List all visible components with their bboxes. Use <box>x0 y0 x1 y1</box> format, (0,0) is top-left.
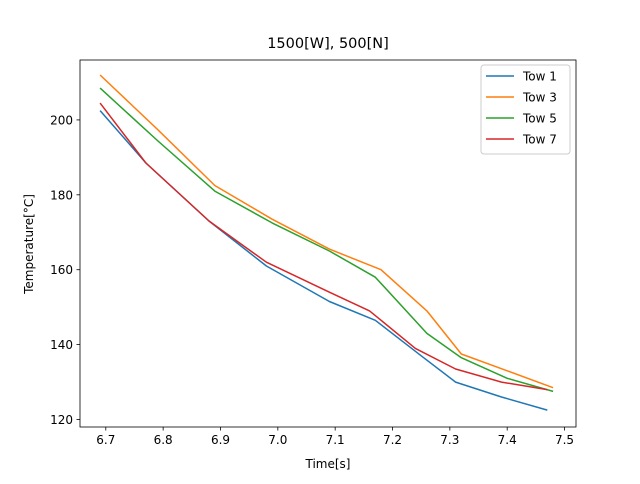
plot-area <box>99 74 554 411</box>
chart-title: 1500[W], 500[N] <box>267 36 389 52</box>
y-tick-label: 160 <box>50 263 73 277</box>
legend-label: Tow 1 <box>522 70 557 84</box>
series-line-4 <box>99 102 548 391</box>
series-line-2 <box>99 74 554 389</box>
series-line-3 <box>99 87 554 393</box>
y-axis-label: Temperature[°C] <box>22 194 36 295</box>
axes: 6.7 6.8 6.9 7.0 7.1 7.2 7.3 7.4 7.5 120 140 160 180 2… <box>50 59 577 447</box>
x-axis-label: Time[s] <box>305 457 351 471</box>
y-tick-label: 180 <box>50 188 73 202</box>
x-tick-label: 7.1 <box>326 433 345 447</box>
axes-frame <box>79 59 577 428</box>
x-tick-label: 7.5 <box>555 433 574 447</box>
legend-label: Tow 5 <box>522 112 557 126</box>
y-tick-label: 120 <box>50 413 73 427</box>
legend: Tow 1 Tow 3 Tow 5 Tow 7 <box>480 64 571 155</box>
y-tick-label: 140 <box>50 338 73 352</box>
x-tick-label: 7.3 <box>440 433 459 447</box>
legend-box <box>480 64 571 155</box>
x-tick-label: 7.0 <box>268 433 287 447</box>
x-tick-label: 7.2 <box>383 433 402 447</box>
y-tick-label: 200 <box>50 113 73 127</box>
x-tick-label: 6.8 <box>154 433 173 447</box>
legend-label: Tow 3 <box>522 91 557 105</box>
legend-label: Tow 7 <box>522 133 557 147</box>
x-tick-label: 6.9 <box>211 433 230 447</box>
x-tick-label: 6.7 <box>96 433 115 447</box>
x-tick-label: 7.4 <box>498 433 517 447</box>
